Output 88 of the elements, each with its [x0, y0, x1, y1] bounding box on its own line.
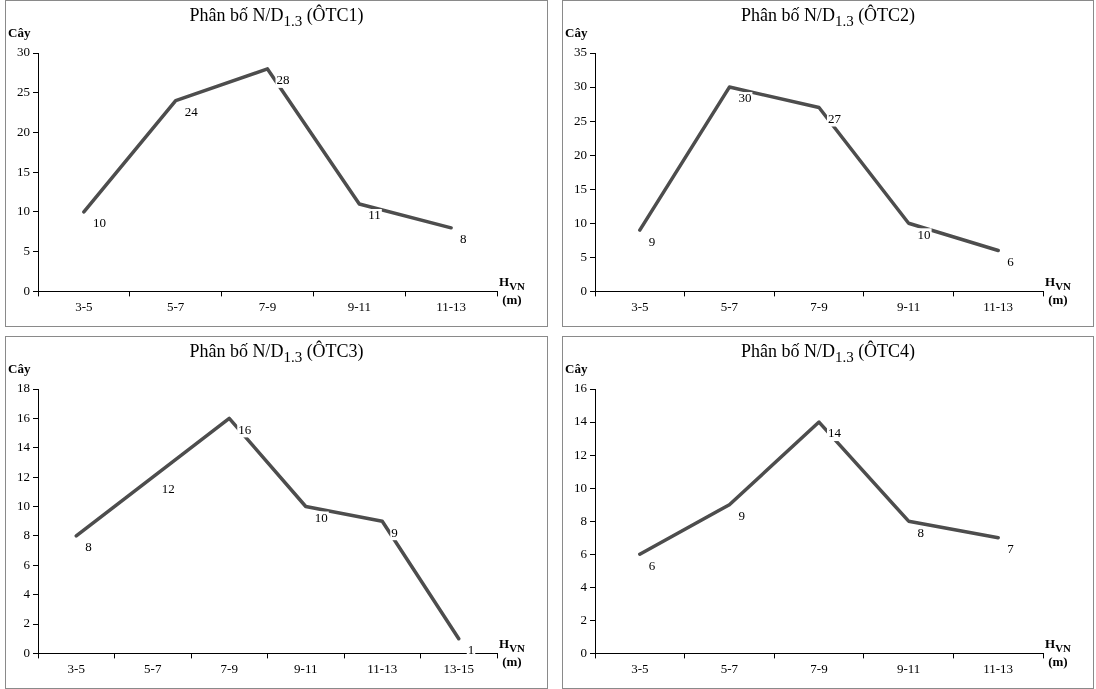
- y-tick-label: 15: [574, 180, 587, 196]
- x-tick-label: 7-9: [810, 660, 828, 676]
- x-tick-label: 7-9: [220, 660, 238, 676]
- data-label: 10: [917, 226, 931, 242]
- y-tick-label: 0: [23, 282, 30, 298]
- x-tick-label: 11-13: [436, 298, 467, 314]
- data-label: 7: [1007, 541, 1015, 557]
- x-tick-label: 3-5: [631, 660, 649, 676]
- x-tick-label: 9-11: [294, 660, 318, 676]
- y-tick-label: 10: [17, 497, 30, 513]
- y-tick-label: 16: [574, 380, 588, 396]
- x-tick-label: 13-15: [443, 660, 474, 676]
- y-tick-label: 0: [580, 282, 587, 298]
- data-label: 11: [368, 207, 381, 223]
- data-label: 9: [391, 524, 398, 540]
- x-tick-label: 3-5: [75, 298, 93, 314]
- data-label: 9: [738, 508, 745, 524]
- y-tick-label: 20: [574, 146, 587, 162]
- data-label: 6: [648, 557, 656, 573]
- y-tick-label: 8: [580, 512, 587, 528]
- y-tick-label: 4: [580, 578, 588, 594]
- data-label: 27: [828, 110, 842, 126]
- x-tick-label: 7-9: [258, 298, 277, 314]
- data-label: 6: [1007, 253, 1015, 269]
- data-label: 14: [828, 425, 842, 441]
- y-axis-title: Cây: [565, 361, 588, 377]
- y-axis-title: Cây: [8, 361, 31, 377]
- y-axis-title: Cây: [8, 25, 31, 41]
- x-tick-label: 3-5: [67, 660, 85, 676]
- y-tick-label: 10: [17, 203, 30, 219]
- data-label: 10: [314, 509, 328, 525]
- x-tick-label: 9-11: [896, 660, 921, 676]
- y-tick-label: 25: [574, 112, 587, 128]
- y-tick-label: 15: [17, 163, 30, 179]
- y-tick-label: 6: [23, 556, 31, 572]
- chart-title: Phân bố N/D$_{1.3}$ (ÔTC4): [740, 341, 916, 365]
- x-tick-label: 9-11: [896, 298, 921, 314]
- y-tick-label: 0: [580, 644, 587, 660]
- data-label: 12: [161, 480, 175, 496]
- data-label: 28: [276, 72, 290, 88]
- y-tick-label: 2: [580, 611, 587, 627]
- x-tick-label: 5-7: [720, 298, 739, 314]
- y-tick-label: 0: [23, 644, 30, 660]
- x-tick-label: 9-11: [347, 298, 371, 314]
- x-tick-label: 5-7: [167, 298, 185, 314]
- y-tick-label: 18: [17, 380, 30, 396]
- x-tick-label: 7-9: [810, 298, 828, 314]
- x-tick-label: 3-5: [631, 298, 649, 314]
- y-tick-label: 25: [17, 84, 30, 100]
- chart-title: Phân bố N/D$_{1.3}$ (ÔTC2): [740, 5, 916, 29]
- y-tick-label: 5: [23, 243, 30, 259]
- y-tick-label: 4: [23, 586, 31, 602]
- x-tick-label: 11-13: [983, 298, 1014, 314]
- data-label: 24: [184, 104, 199, 120]
- y-tick-label: 30: [17, 44, 30, 60]
- y-tick-label: 10: [574, 479, 587, 495]
- y-tick-label: 35: [574, 44, 587, 60]
- data-label: 30: [738, 90, 752, 106]
- data-label: 8: [460, 231, 467, 247]
- y-tick-label: 30: [574, 78, 587, 94]
- y-tick-label: 12: [17, 468, 30, 484]
- y-tick-label: 8: [23, 527, 30, 543]
- y-tick-label: 12: [574, 446, 587, 462]
- x-tick-label: 5-7: [144, 660, 162, 676]
- x-axis-title: H$_{VN}$ (m): [499, 274, 525, 307]
- chart-title: Phân bố N/D$_{1.3}$ (ÔTC3): [189, 341, 364, 365]
- data-label: 10: [92, 215, 106, 231]
- x-axis-title: H$_{VN}$ (m): [1045, 636, 1071, 669]
- chart-title: Phân bố N/D$_{1.3}$ (ÔTC1): [189, 5, 364, 29]
- x-tick-label: 11-13: [367, 660, 398, 676]
- x-tick-label: 5-7: [720, 660, 739, 676]
- y-tick-label: 14: [574, 413, 588, 429]
- data-label: 8: [917, 524, 925, 540]
- y-tick-label: 2: [23, 615, 30, 631]
- data-label: 8: [85, 539, 92, 555]
- y-tick-label: 6: [580, 545, 588, 561]
- y-tick-label: 5: [580, 248, 587, 264]
- data-label: 9: [648, 233, 656, 249]
- data-label: 16: [238, 421, 252, 437]
- x-axis-title: H$_{VN}$ (m): [1045, 274, 1071, 307]
- x-tick-label: 11-13: [983, 660, 1014, 676]
- y-tick-label: 10: [574, 214, 587, 230]
- y-tick-label: 14: [17, 439, 31, 455]
- y-tick-label: 20: [17, 123, 30, 139]
- y-axis-title: Cây: [565, 25, 588, 41]
- y-tick-label: 16: [17, 409, 31, 425]
- data-label: 1: [467, 642, 475, 658]
- x-axis-title: H$_{VN}$ (m): [499, 636, 525, 669]
